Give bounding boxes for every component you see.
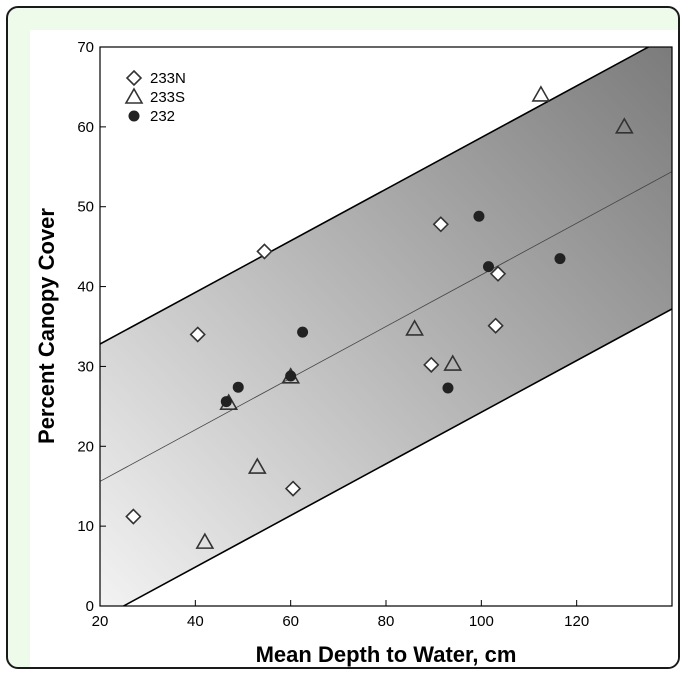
data-point-232 bbox=[285, 370, 297, 382]
data-point-232 bbox=[442, 382, 454, 394]
chart-canvas: 20 40 60 80 100 120 0 10 20 30 40 50 60 70 233N 233S 23… bbox=[30, 30, 678, 667]
data-point-232 bbox=[297, 326, 309, 338]
x-tick-label: 120 bbox=[564, 613, 589, 630]
data-point-232 bbox=[554, 253, 566, 265]
y-tick-label: 40 bbox=[77, 279, 94, 296]
data-point-233N bbox=[489, 265, 507, 282]
x-tick-label: 40 bbox=[187, 613, 204, 630]
data-point-233N bbox=[284, 480, 302, 497]
legend-marker-233N bbox=[125, 69, 143, 87]
x-tick-label: 60 bbox=[282, 613, 299, 630]
legend-label-233S: 233S bbox=[150, 89, 185, 106]
data-point-233S bbox=[195, 532, 215, 549]
x-axis-title: Mean Depth to Water, cm bbox=[256, 642, 517, 667]
y-tick-label: 50 bbox=[77, 199, 94, 216]
y-tick-label: 60 bbox=[77, 119, 94, 136]
x-tick-label: 20 bbox=[92, 613, 109, 630]
data-point-232 bbox=[232, 381, 244, 393]
data-point-233N bbox=[432, 216, 449, 233]
regression-line bbox=[100, 171, 672, 482]
data-point-233N bbox=[487, 317, 504, 334]
band-lower-line bbox=[121, 308, 672, 606]
data-point-233S bbox=[247, 457, 267, 474]
data-point-233N bbox=[125, 508, 142, 525]
scatter-chart: 20 40 60 80 100 120 0 10 20 30 40 50 60 70 233N 233S 23… bbox=[34, 39, 673, 667]
data-point-233N bbox=[423, 356, 440, 373]
data-point-233S bbox=[531, 85, 551, 102]
y-tick-label: 10 bbox=[77, 518, 94, 535]
legend-label-232: 232 bbox=[150, 108, 175, 125]
x-tick-label: 100 bbox=[469, 613, 494, 630]
y-axis-title: Percent Canopy Cover bbox=[34, 208, 59, 444]
legend-marker-232 bbox=[128, 110, 140, 122]
legend-label-233N: 233N bbox=[150, 70, 186, 87]
data-point-232 bbox=[220, 396, 232, 408]
data-point-233N bbox=[256, 243, 273, 260]
legend-marker-233S bbox=[124, 87, 144, 104]
y-tick-label: 30 bbox=[77, 358, 94, 375]
y-tick-label: 20 bbox=[77, 438, 94, 455]
data-point-233S bbox=[614, 117, 634, 134]
data-point-232 bbox=[482, 261, 494, 273]
chart-frame: 20 40 60 80 100 120 0 10 20 30 40 50 60 70 233N 233S 23… bbox=[6, 6, 680, 669]
y-tick-label: 0 bbox=[86, 598, 94, 615]
x-tick-label: 80 bbox=[378, 613, 395, 630]
band-upper-line bbox=[100, 47, 651, 345]
data-point-232 bbox=[473, 210, 485, 222]
data-point-233N bbox=[189, 326, 206, 343]
data-point-233S bbox=[405, 319, 424, 336]
y-tick-label: 70 bbox=[77, 39, 94, 56]
data-point-233S bbox=[443, 354, 463, 371]
